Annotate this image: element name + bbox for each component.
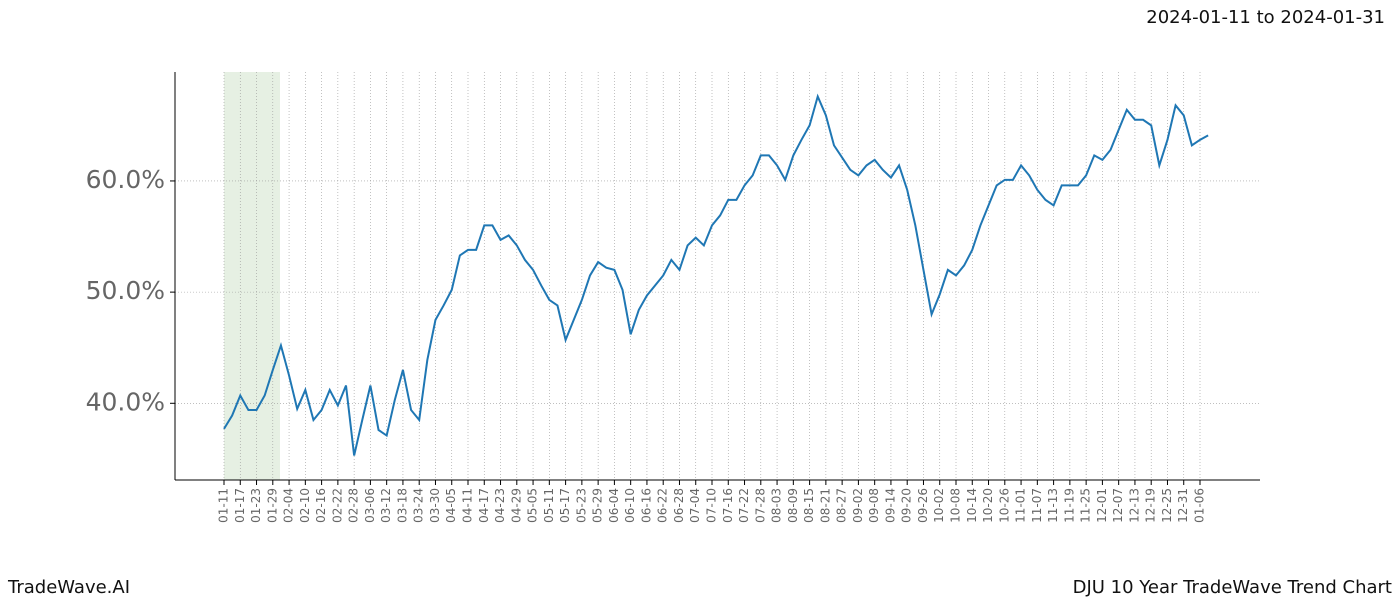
x-tick-label: 09-02 xyxy=(851,488,865,523)
x-tick-label: 08-15 xyxy=(802,488,816,523)
x-tick-label: 03-18 xyxy=(395,488,409,523)
plot-area: 40.0% 50.0% 60.0% 01-11 01-17 01-23 01-29 02-04… xyxy=(86,72,1260,523)
x-tick-label: 09-14 xyxy=(883,488,897,523)
x-tick-label: 07-22 xyxy=(737,488,751,523)
x-tick-label: 12-07 xyxy=(1111,488,1125,523)
x-tick-label: 04-23 xyxy=(493,488,507,523)
x-tick-label: 03-06 xyxy=(363,488,377,523)
x-tick-label: 09-26 xyxy=(916,488,930,523)
x-tick-label: 03-24 xyxy=(412,488,426,523)
x-tick-label: 12-01 xyxy=(1095,488,1109,523)
x-tick-label: 12-13 xyxy=(1127,488,1141,523)
y-tick-label: 50.0% xyxy=(86,276,165,305)
x-tick-label: 12-31 xyxy=(1176,488,1190,523)
x-tick-label: 10-08 xyxy=(949,488,963,523)
chart-title: DJU 10 Year TradeWave Trend Chart xyxy=(1073,577,1392,598)
x-tick-label: 05-23 xyxy=(574,488,588,523)
x-tick-label: 01-29 xyxy=(265,488,279,523)
x-tick-label: 11-13 xyxy=(1046,488,1060,523)
x-tick-label: 01-11 xyxy=(217,488,231,523)
x-tick-label: 08-03 xyxy=(770,488,784,523)
x-tick-label: 06-22 xyxy=(656,488,670,523)
x-tick-label: 08-21 xyxy=(818,488,832,523)
x-tick-label: 02-22 xyxy=(330,488,344,523)
x-tick-label: 09-08 xyxy=(867,488,881,523)
x-tick-label: 10-26 xyxy=(997,488,1011,523)
x-tick-label: 10-14 xyxy=(965,488,979,523)
x-tick-label: 07-04 xyxy=(688,488,702,523)
x-tick-label: 04-05 xyxy=(444,488,458,523)
x-tick-label: 07-16 xyxy=(721,488,735,523)
y-tick-label: 40.0% xyxy=(86,387,165,416)
x-tick-label: 05-17 xyxy=(558,488,572,523)
x-tick-label: 06-04 xyxy=(607,488,621,523)
x-tick-label: 01-23 xyxy=(249,488,263,523)
x-tick-label: 05-11 xyxy=(542,488,556,523)
x-tick-label: 05-05 xyxy=(526,488,540,523)
date-range: 2024-01-11 to 2024-01-31 xyxy=(1146,7,1385,28)
x-tick-label: 12-25 xyxy=(1160,488,1174,523)
x-tick-label: 01-06 xyxy=(1193,488,1207,523)
x-tick-label: 01-17 xyxy=(233,488,247,523)
x-tick-label: 08-27 xyxy=(835,488,849,523)
x-tick-label: 07-10 xyxy=(705,488,719,523)
x-tick-label: 06-10 xyxy=(623,488,637,523)
x-tick-label: 09-20 xyxy=(900,488,914,523)
x-tick-label: 08-09 xyxy=(786,488,800,523)
x-tick-label: 02-04 xyxy=(282,488,296,523)
x-tick-label: 02-16 xyxy=(314,488,328,523)
x-tick-label: 07-28 xyxy=(753,488,767,523)
trend-line xyxy=(223,93,1209,456)
highlight-span xyxy=(224,72,280,480)
x-tick-label: 04-11 xyxy=(461,488,475,523)
x-tick-label: 06-28 xyxy=(672,488,686,523)
x-tick-label: 11-07 xyxy=(1030,488,1044,523)
brand: TradeWave.AI xyxy=(7,577,130,598)
x-tick-label: 06-16 xyxy=(639,488,653,523)
x-tick-label: 03-12 xyxy=(379,488,393,523)
x-tick-label: 11-19 xyxy=(1062,488,1076,523)
x-tick-label: 11-25 xyxy=(1079,488,1093,523)
x-tick-label: 10-20 xyxy=(981,488,995,523)
x-tick-label: 04-29 xyxy=(509,488,523,523)
y-tick-label: 60.0% xyxy=(86,165,165,194)
x-tick-label: 10-02 xyxy=(932,488,946,523)
x-tick-label: 02-10 xyxy=(298,488,312,523)
x-tick-label: 03-30 xyxy=(428,488,442,523)
x-tick-label: 12-19 xyxy=(1144,488,1158,523)
x-tick-label: 05-29 xyxy=(591,488,605,523)
x-tick-label: 02-28 xyxy=(347,488,361,523)
x-tick-label: 11-01 xyxy=(1014,488,1028,523)
x-tick-label: 04-17 xyxy=(477,488,491,523)
